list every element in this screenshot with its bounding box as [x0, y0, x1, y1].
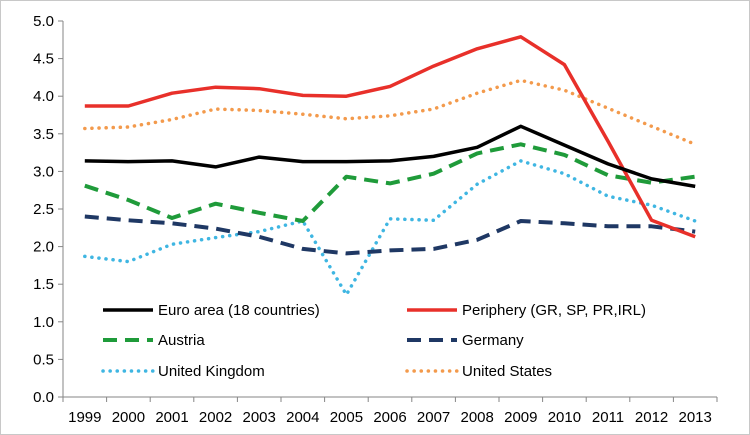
x-tick-label: 2006 — [373, 409, 406, 426]
x-tick-label: 2005 — [330, 409, 363, 426]
y-tick-label: 2.5 — [33, 201, 54, 218]
y-tick-label: 5.0 — [33, 13, 54, 30]
x-tick-label: 2012 — [635, 409, 668, 426]
legend-label-united-states: United States — [462, 363, 552, 380]
y-tick-label: 1.5 — [33, 276, 54, 293]
x-tick-label: 2010 — [548, 409, 581, 426]
series-line-austria — [84, 142, 696, 223]
legend-label-austria: Austria — [158, 332, 205, 349]
x-tick-label: 2001 — [155, 409, 188, 426]
series-line-euro-area-18-countries — [84, 124, 696, 189]
series-line-periphery-gr-sp-pr-irl — [84, 35, 696, 239]
y-tick-label: 0.0 — [33, 389, 54, 406]
y-tick-label: 1.0 — [33, 314, 54, 331]
x-tick-label: 2009 — [504, 409, 537, 426]
x-tick-label: 2003 — [243, 409, 276, 426]
y-tick-label: 4.5 — [33, 51, 54, 68]
x-tick-label: 2000 — [112, 409, 145, 426]
x-tick-label: 1999 — [68, 409, 101, 426]
y-tick-label: 3.5 — [33, 126, 54, 143]
x-tick-label: 2013 — [679, 409, 712, 426]
legend-label-germany: Germany — [462, 332, 524, 349]
legend-label-periphery-gr-sp-pr-irl: Periphery (GR, SP, PR,IRL) — [462, 302, 646, 319]
series-line-united-kingdom — [83, 159, 697, 297]
y-tick-label: 3.0 — [33, 163, 54, 180]
y-tick-label: 0.5 — [33, 351, 54, 368]
x-tick-label: 2007 — [417, 409, 450, 426]
x-tick-label: 2004 — [286, 409, 319, 426]
legend-label-euro-area-18-countries: Euro area (18 countries) — [158, 302, 320, 319]
series-line-united-states — [83, 78, 697, 147]
y-tick-label: 2.0 — [33, 239, 54, 256]
y-tick-label: 4.0 — [33, 88, 54, 105]
x-tick-label: 2008 — [461, 409, 494, 426]
x-tick-label: 2011 — [592, 409, 624, 426]
series-line-germany — [84, 214, 696, 256]
x-tick-label: 2002 — [199, 409, 232, 426]
legend-label-united-kingdom: United Kingdom — [158, 363, 265, 380]
